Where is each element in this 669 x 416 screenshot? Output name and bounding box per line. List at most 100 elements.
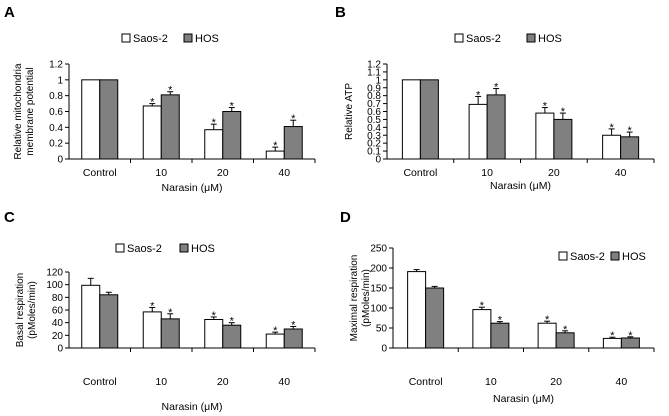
y-axis-label: Relative ATP xyxy=(344,83,355,140)
y-tick-label: 0.3 xyxy=(367,131,381,142)
legend-swatch-saos2 xyxy=(558,251,568,261)
x-tick-label: 20 xyxy=(217,167,229,179)
bar-saos2 xyxy=(472,309,492,349)
significance-star: * xyxy=(498,315,503,327)
legend-label: Saos-2 xyxy=(127,243,162,255)
bar-saos2 xyxy=(142,311,162,349)
y-tick-label: 0.5 xyxy=(367,115,381,126)
panel-letter-c: C xyxy=(4,209,15,226)
y-axis-label: membrane potential xyxy=(25,67,36,155)
legend-label: HOS xyxy=(538,33,562,45)
bar-hos xyxy=(620,136,640,160)
y-tick-label: 100 xyxy=(370,304,387,315)
panel-d: D 0 50 100 150 200 250 Control 10 * * 20 * * 40 * * Nara… xyxy=(340,209,655,405)
bar-hos xyxy=(222,324,242,349)
y-tick-label: 0.4 xyxy=(367,123,381,134)
bar-saos2 xyxy=(535,112,555,160)
y-tick-label: 50 xyxy=(376,324,388,335)
legend-label: HOS xyxy=(622,251,646,263)
significance-star: * xyxy=(230,101,235,113)
y-tick-label: 0 xyxy=(381,344,387,355)
panel-letter-b: B xyxy=(335,4,346,21)
legend-swatch-hos xyxy=(610,251,620,261)
panel-a: A 0 0.2 0.4 0.6 0.8 1 1.2 Control 10 * * 20 * * 40 * * Na… xyxy=(4,4,316,194)
x-axis-label: Narasin (μM) xyxy=(162,182,223,194)
bar-hos xyxy=(160,94,180,160)
bar-saos2 xyxy=(142,105,162,160)
panel-letter-a: A xyxy=(4,4,15,21)
significance-star: * xyxy=(610,330,615,342)
y-tick-label: 0.8 xyxy=(49,91,63,102)
x-tick-label: 40 xyxy=(616,376,628,388)
bar-hos xyxy=(222,111,242,160)
significance-star: * xyxy=(628,330,633,342)
significance-star: * xyxy=(150,97,155,109)
legend-swatch-hos xyxy=(183,33,193,43)
significance-star: * xyxy=(545,314,550,326)
legend-label: HOS xyxy=(195,33,219,45)
y-tick-label: 0.9 xyxy=(367,83,381,94)
y-axis-label: Basal respiration xyxy=(15,273,26,347)
x-tick-label: 10 xyxy=(481,167,493,179)
significance-star: * xyxy=(212,117,217,129)
x-tick-label: 20 xyxy=(217,376,229,388)
y-tick-label: 1 xyxy=(375,75,381,86)
panel-b: B 00.10.20.30.40.50.60.70.80.911.11.2 Con… xyxy=(335,4,655,192)
y-tick-label: 0 xyxy=(57,155,63,166)
legend-label: HOS xyxy=(191,243,215,255)
x-axis-label: Narasin (μM) xyxy=(493,393,554,405)
y-tick-label: 0 xyxy=(57,344,63,355)
bar-hos xyxy=(553,118,573,160)
x-axis-label: Narasin (μM) xyxy=(162,401,223,413)
significance-star: * xyxy=(212,310,217,322)
x-tick-label: Control xyxy=(83,167,117,179)
significance-star: * xyxy=(230,316,235,328)
y-axis-label: (pMoles/min) xyxy=(27,281,38,339)
x-tick-label: 10 xyxy=(155,167,167,179)
significance-star: * xyxy=(494,82,499,94)
y-tick-label: 0.2 xyxy=(367,139,381,150)
y-tick-label: 0.7 xyxy=(367,99,381,110)
bar-saos2 xyxy=(204,319,224,349)
bar-saos2 xyxy=(81,284,101,349)
y-tick-label: 40 xyxy=(52,318,64,329)
x-tick-label: 20 xyxy=(550,376,562,388)
bar-saos2 xyxy=(602,134,622,160)
significance-star: * xyxy=(291,319,296,331)
y-tick-label: 250 xyxy=(370,244,387,255)
y-tick-label: 1.1 xyxy=(367,67,381,78)
x-tick-label: 20 xyxy=(548,167,560,179)
y-tick-label: 20 xyxy=(52,331,64,342)
x-axis-label: Narasin (μM) xyxy=(490,180,551,192)
significance-star: * xyxy=(168,307,173,319)
y-tick-label: 0 xyxy=(375,155,381,166)
y-tick-label: 0.6 xyxy=(49,107,63,118)
x-tick-label: 10 xyxy=(155,376,167,388)
significance-star: * xyxy=(561,106,566,118)
y-tick-label: 100 xyxy=(46,280,63,291)
bar-saos2 xyxy=(407,271,427,349)
significance-star: * xyxy=(563,324,568,336)
y-tick-label: 0.4 xyxy=(49,123,63,134)
y-tick-label: 0.1 xyxy=(367,147,381,158)
significance-star: * xyxy=(291,113,296,125)
y-tick-label: 1 xyxy=(57,75,63,86)
y-tick-label: 80 xyxy=(52,293,64,304)
bar-hos xyxy=(419,79,439,160)
x-tick-label: 40 xyxy=(278,167,290,179)
significance-star: * xyxy=(609,122,614,134)
legend-label: Saos-2 xyxy=(133,33,168,45)
significance-star: * xyxy=(150,300,155,312)
legend-swatch-saos2 xyxy=(454,33,464,43)
legend-label: Saos-2 xyxy=(570,251,605,263)
legend-swatch-hos xyxy=(526,33,536,43)
bar-saos2 xyxy=(537,322,557,349)
bar-hos xyxy=(99,79,119,160)
y-tick-label: 0.6 xyxy=(367,107,381,118)
x-tick-label: Control xyxy=(403,167,437,179)
legend-label: Saos-2 xyxy=(466,33,501,45)
y-tick-label: 60 xyxy=(52,306,64,317)
bar-hos xyxy=(283,328,303,349)
